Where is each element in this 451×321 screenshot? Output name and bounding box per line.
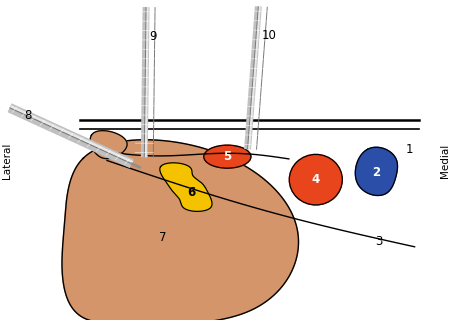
Text: 3: 3 xyxy=(374,235,382,247)
Text: 5: 5 xyxy=(223,150,231,163)
Text: 6: 6 xyxy=(186,186,195,199)
Ellipse shape xyxy=(289,154,341,205)
Ellipse shape xyxy=(203,145,250,168)
Text: Lateral: Lateral xyxy=(2,142,12,179)
Text: 2: 2 xyxy=(372,166,380,179)
Text: 4: 4 xyxy=(311,173,319,186)
Polygon shape xyxy=(354,147,396,195)
Polygon shape xyxy=(62,140,298,321)
Polygon shape xyxy=(160,163,212,212)
Text: Medial: Medial xyxy=(439,143,449,178)
Text: 10: 10 xyxy=(261,29,276,42)
Text: 1: 1 xyxy=(405,143,412,156)
Text: 8: 8 xyxy=(24,108,31,122)
Polygon shape xyxy=(90,131,127,159)
Text: 7: 7 xyxy=(159,231,166,244)
Text: 9: 9 xyxy=(149,30,157,43)
